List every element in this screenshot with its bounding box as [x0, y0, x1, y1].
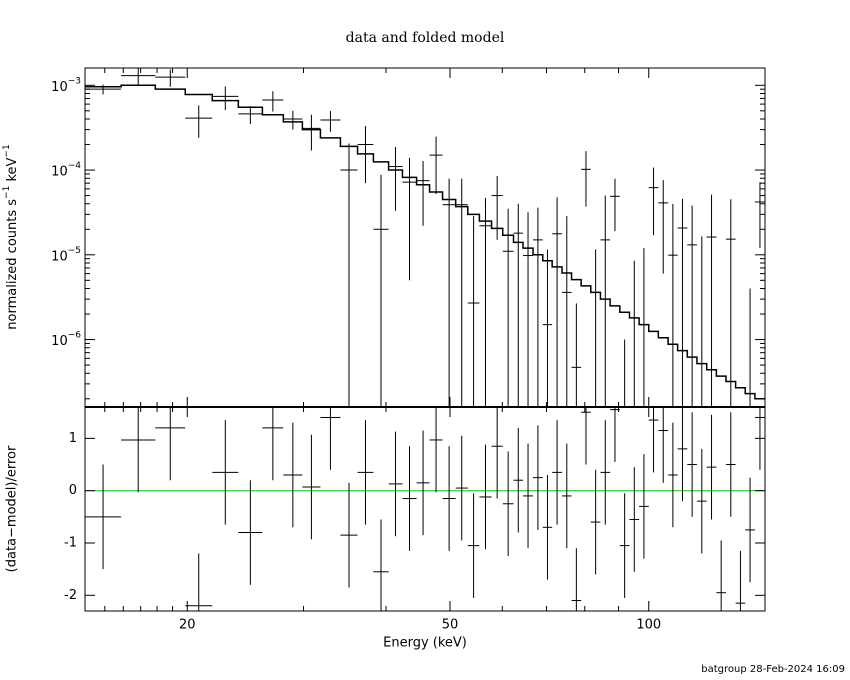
footer: batgroup 28-Feb-2024 16:09	[701, 664, 845, 675]
y-tick-exponent: −4	[68, 161, 82, 171]
y-axis-label-exponent: −1	[2, 144, 12, 157]
x-axis-label: Energy (keV)	[383, 636, 467, 651]
axes: 20 50 100 10−3 10−4 10−5 10−6 -2 -1 0 1	[51, 67, 766, 633]
y-tick-label: 10−5	[51, 245, 81, 264]
y-axis-label-part: keV	[5, 157, 20, 185]
y-tick-label: 0	[69, 483, 77, 498]
y-axis-label: normalized counts s−1 keV−1	[2, 144, 20, 329]
y-axis-label-part: normalized counts s	[5, 199, 20, 330]
y-axis-label-residual: (data−model)/error	[5, 445, 20, 572]
y-tick-label: 10−6	[51, 330, 81, 349]
x-tick-label: 20	[179, 618, 196, 633]
y-tick-label: 10−4	[51, 161, 81, 180]
y-tick-label: -1	[64, 536, 77, 551]
y-axis-label-exponent: −1	[2, 186, 12, 199]
x-tick-label: 50	[442, 618, 459, 633]
bottom-plot	[85, 407, 765, 611]
x-tick-label: 100	[636, 618, 661, 633]
y-tick-exponent: −3	[68, 76, 81, 86]
y-tick-exponent: −6	[68, 330, 82, 340]
y-tick-label: -2	[64, 588, 77, 603]
y-tick-exponent: −5	[68, 245, 81, 255]
y-tick-label: 1	[69, 431, 77, 446]
y-tick-label: 10−3	[51, 76, 81, 95]
top-plot	[85, 68, 765, 407]
chart-title: data and folded model	[346, 30, 505, 46]
